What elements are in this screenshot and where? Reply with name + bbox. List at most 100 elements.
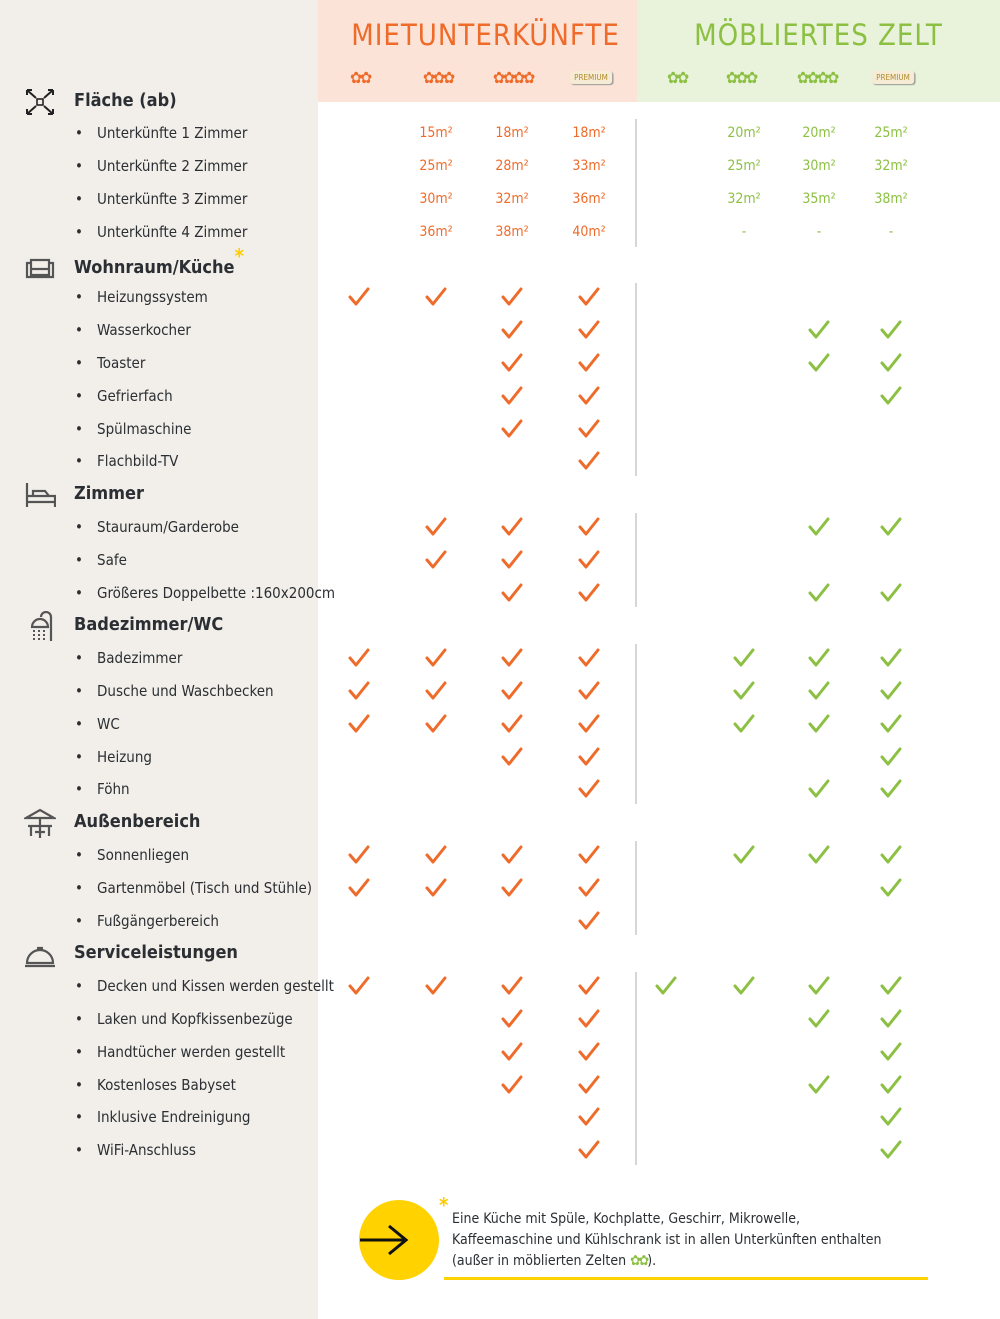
feature-label-text: Unterkünfte 3 Zimmer (97, 189, 248, 208)
feature-label-text: Größeres Doppelbette :160x200cm (97, 583, 336, 602)
check-icon (789, 708, 849, 741)
section-title-text: Serviceleistungen (74, 942, 238, 964)
feature-label-text: Wasserkocher (97, 321, 191, 340)
check-icon (406, 544, 466, 577)
section-title: Außenbereich (74, 811, 200, 832)
feature-label: • Spülmaschine (75, 419, 192, 438)
feature-label-text: WC (97, 714, 120, 733)
footnote-line: Kaffeemaschine und Kühlschrank ist in al… (452, 1232, 882, 1248)
feature-label: • Größeres Doppelbette :160x200cm (75, 583, 336, 602)
footnote-underline (444, 1277, 928, 1280)
table-row: • Sonnenliegen (0, 839, 1000, 872)
arrow-button[interactable] (359, 1200, 439, 1280)
flower-rating-icon: ✿✿✿✿ (492, 68, 535, 87)
check-icon (559, 905, 619, 938)
feature-label-text: Spülmaschine (97, 419, 192, 438)
check-icon (482, 1003, 542, 1036)
table-row: • Unterkünfte 1 Zimmer 15m² 18m² 18m² 20m² 20m… (0, 117, 1000, 150)
table-row: • Gefrierfach (0, 380, 1000, 413)
column-divider (635, 840, 637, 936)
feature-label-text: Stauraum/Garderobe (97, 517, 239, 536)
table-row: • Handtücher werden gestellt (0, 1036, 1000, 1069)
bed-icon (25, 483, 56, 508)
feature-label: • Safe (75, 550, 127, 569)
feature-label: • Flachbild-TV (75, 452, 179, 471)
check-icon (406, 511, 466, 544)
feature-label: • Toaster (75, 353, 146, 372)
table-row: • Badezimmer (0, 642, 1000, 675)
check-icon (559, 544, 619, 577)
feature-label: • Unterkünfte 3 Zimmer (75, 189, 248, 208)
feature-label-text: Unterkünfte 4 Zimmer (97, 222, 248, 241)
check-icon (482, 675, 542, 708)
feature-label: • Heizungssystem (75, 288, 208, 307)
check-icon (861, 577, 921, 610)
section-heading-row: Fläche (ab) (0, 85, 1000, 118)
check-icon (861, 839, 921, 872)
check-icon (482, 314, 542, 347)
check-icon (559, 970, 619, 1003)
check-icon (559, 1003, 619, 1036)
table-row: • Wasserkocher (0, 314, 1000, 347)
table-row: • Gartenmöbel (Tisch und Stühle) (0, 872, 1000, 905)
check-icon (789, 642, 849, 675)
table-row: • Größeres Doppelbette :160x200cm (0, 577, 1000, 610)
check-icon (861, 1036, 921, 1069)
footnote-text-part: (außer in möblierten Zelten (452, 1253, 631, 1269)
check-icon (329, 839, 389, 872)
footnote-line: Eine Küche mit Spüle, Kochplatte, Geschi… (452, 1211, 800, 1227)
check-icon (559, 1036, 619, 1069)
area-value: 36m² (419, 223, 453, 240)
area-value: 18m² (495, 125, 529, 142)
area-value: 38m² (874, 190, 908, 207)
area-value: 40m² (572, 223, 606, 240)
feature-label: • Inklusive Endreinigung (75, 1108, 251, 1127)
feature-label-text: Badezimmer (97, 649, 183, 668)
feature-label: • Heizung (75, 747, 152, 766)
feature-label-text: Heizung (97, 747, 152, 766)
check-icon (789, 970, 849, 1003)
check-icon (482, 642, 542, 675)
feature-label-text: Unterkünfte 1 Zimmer (97, 124, 248, 143)
check-icon (482, 511, 542, 544)
footnote-asterisk: * (234, 243, 244, 268)
check-icon (329, 970, 389, 1003)
check-icon (329, 708, 389, 741)
table-row: • Dusche und Waschbecken (0, 675, 1000, 708)
feature-label-text: Unterkünfte 2 Zimmer (97, 157, 248, 176)
expand-arrows-icon (26, 88, 54, 115)
table-row: • Decken und Kissen werden gestellt (0, 970, 1000, 1003)
check-icon (714, 708, 774, 741)
footnote-text: Eine Küche mit Spüle, Kochplatte, Geschi… (452, 1209, 922, 1272)
area-value: 18m² (572, 125, 606, 142)
area-value: 38m² (495, 223, 529, 240)
check-icon (861, 1003, 921, 1036)
parasol-table-icon (24, 808, 56, 839)
section-heading-row: Außenbereich (0, 806, 1000, 839)
check-icon (559, 281, 619, 314)
area-value: 28m² (495, 158, 529, 175)
check-icon (482, 380, 542, 413)
flower-rating-icon: ✿✿ (666, 68, 689, 87)
check-icon (406, 281, 466, 314)
flower-rating-icon: ✿✿✿ (725, 68, 758, 87)
table-row: • WC (0, 708, 1000, 741)
check-icon (406, 642, 466, 675)
rental-title: MIETUNTERKÜNFTE (351, 18, 620, 52)
arrow-right-icon (360, 1224, 409, 1256)
check-icon (559, 445, 619, 478)
flower-rating-icon: ✿✿✿ (422, 68, 455, 87)
area-value: 30m² (419, 190, 453, 207)
check-icon (482, 839, 542, 872)
feature-label: • Föhn (75, 780, 130, 799)
table-row: • Stauraum/Garderobe (0, 511, 1000, 544)
feature-label-text: Safe (97, 550, 127, 569)
feature-label: • Decken und Kissen werden gestellt (75, 977, 334, 996)
feature-label-text: Inklusive Endreinigung (97, 1108, 251, 1127)
table-row: • Flachbild-TV (0, 445, 1000, 478)
check-icon (861, 970, 921, 1003)
feature-label: • Badezimmer (75, 649, 183, 668)
feature-label: • WC (75, 714, 120, 733)
check-icon (714, 642, 774, 675)
section-title: Serviceleistungen (74, 942, 238, 963)
